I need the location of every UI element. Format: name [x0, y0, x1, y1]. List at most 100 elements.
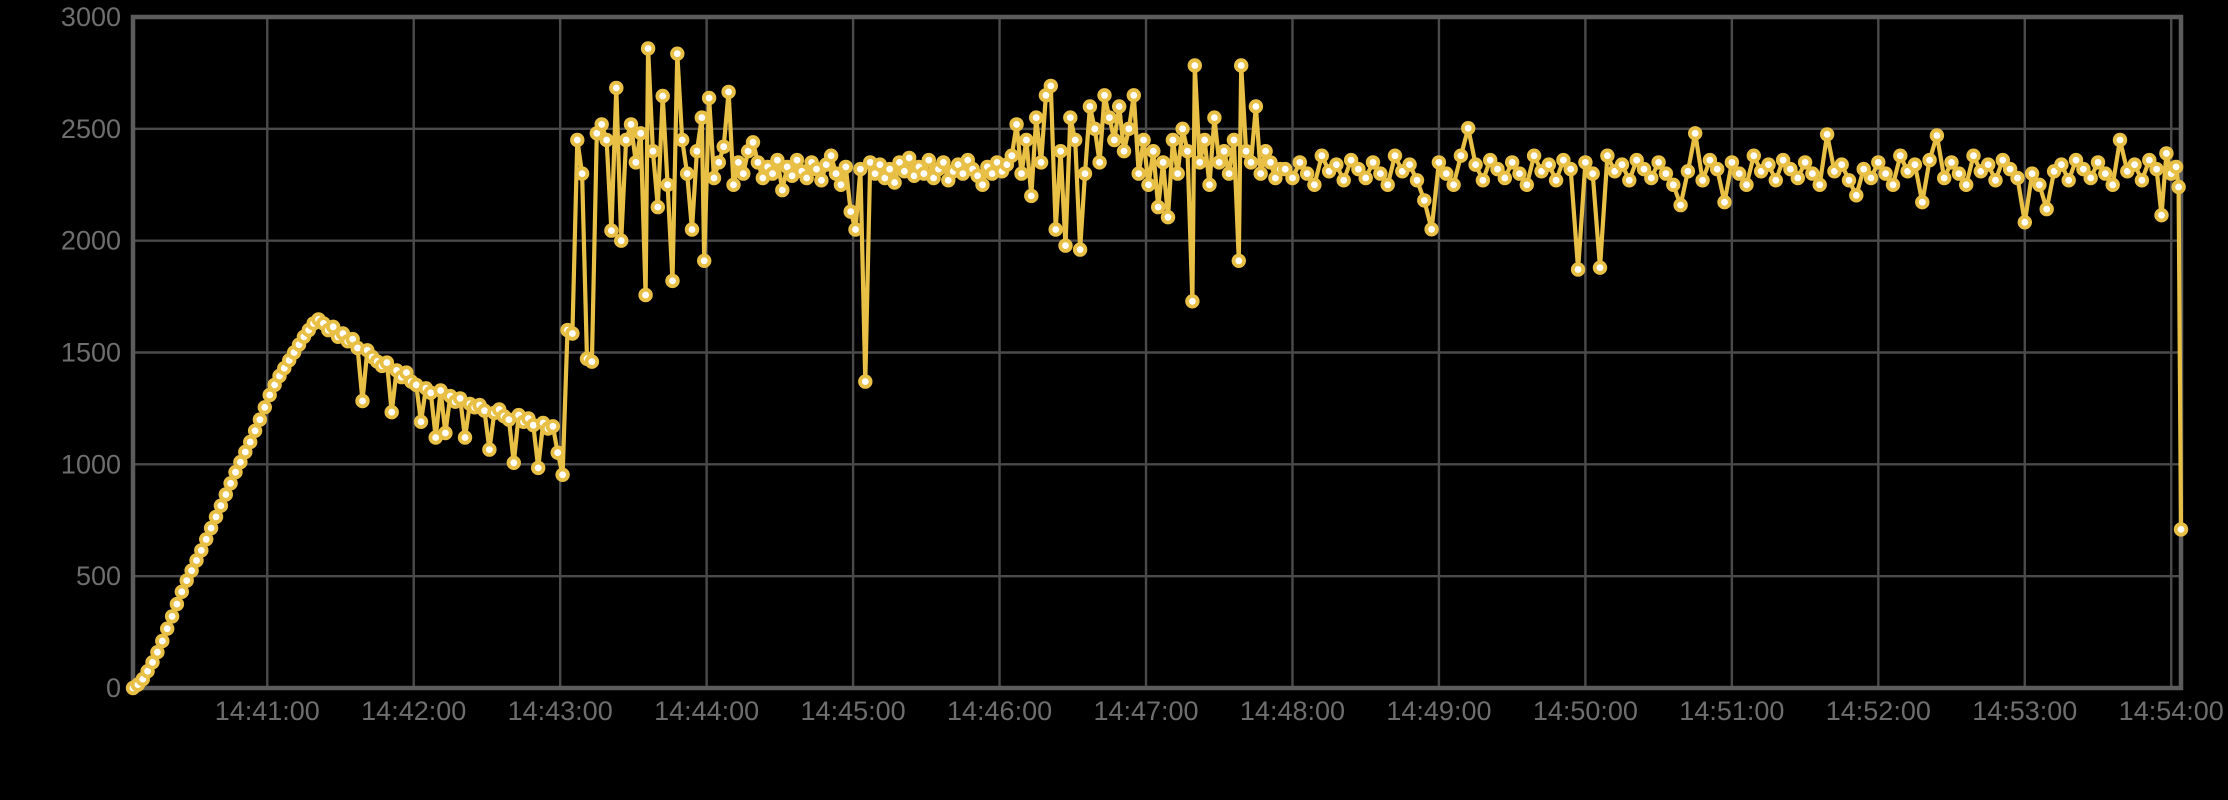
data-point-marker [770, 152, 785, 168]
data-point-marker [726, 177, 741, 193]
data-point-marker [1097, 88, 1112, 103]
data-point-marker [1556, 152, 1571, 168]
data-point-marker [1067, 132, 1083, 148]
data-point-marker [1380, 177, 1395, 193]
data-point-marker [1592, 260, 1608, 275]
data-point-marker [1402, 157, 1417, 172]
data-point-marker [1958, 177, 1974, 193]
x-tick-label: 14:49:00 [1386, 696, 1491, 726]
data-point-marker [628, 155, 644, 170]
data-point-marker [2105, 177, 2120, 193]
data-point-marker [745, 135, 761, 150]
x-tick-label: 14:45:00 [801, 696, 906, 726]
data-point-marker [921, 152, 937, 168]
data-point-marker [599, 132, 614, 148]
data-point-marker [1185, 294, 1200, 309]
data-point-marker [1783, 161, 1798, 177]
data-point-marker [623, 117, 639, 132]
data-point-marker [2024, 166, 2040, 181]
data-point-marker [1024, 188, 1039, 204]
data-point-marker [1211, 155, 1227, 170]
data-point-marker [2098, 166, 2113, 181]
data-point-marker [640, 41, 656, 56]
data-point-marker [799, 170, 814, 186]
data-point-marker [655, 88, 670, 104]
data-point-marker [1358, 170, 1373, 186]
data-point-marker [1622, 173, 1637, 188]
data-point-marker [506, 455, 522, 471]
x-tick-label: 14:47:00 [1093, 696, 1198, 726]
data-point-marker [2010, 170, 2025, 186]
data-point-marker [1871, 155, 1886, 170]
data-point-marker [1834, 157, 1849, 172]
data-point-marker [1243, 155, 1259, 170]
data-point-marker [936, 155, 951, 170]
data-point-marker [660, 177, 675, 193]
data-point-marker [1175, 121, 1190, 137]
data-point-marker [1636, 161, 1652, 177]
data-point-marker [1541, 157, 1557, 172]
data-point-marker [1238, 143, 1254, 159]
data-point-marker [1460, 120, 1476, 136]
data-point-marker [1053, 143, 1068, 159]
x-tick-label: 14:41:00 [215, 696, 320, 726]
data-point-marker [2112, 132, 2128, 148]
y-tick-label: 1000 [61, 449, 121, 479]
data-point-marker [1695, 173, 1710, 188]
data-point-marker [1150, 199, 1166, 215]
data-point-marker [1409, 173, 1425, 188]
data-point-marker [1111, 99, 1127, 114]
data-point-marker [457, 430, 473, 445]
data-point-marker [2159, 146, 2174, 161]
data-point-marker [1431, 155, 1447, 170]
data-point-marker [833, 177, 849, 193]
data-point-marker [843, 204, 858, 219]
data-point-marker [574, 166, 590, 181]
data-point-marker [555, 467, 570, 483]
data-point-marker [1131, 166, 1146, 181]
data-point-marker [1717, 194, 1732, 210]
data-point-marker [665, 273, 680, 289]
data-point-marker [1980, 157, 1996, 172]
data-point-marker [570, 132, 585, 148]
data-point-marker [1072, 242, 1088, 257]
data-point-marker [1019, 132, 1034, 148]
data-point-marker [1160, 209, 1176, 225]
data-point-marker [645, 143, 661, 159]
data-point-marker [882, 161, 897, 177]
data-point-marker [213, 498, 229, 513]
data-point-marker [1775, 152, 1791, 168]
data-point-marker [679, 166, 695, 181]
data-point-marker [1048, 222, 1063, 237]
data-point-marker [355, 393, 370, 409]
data-point-marker [1446, 177, 1461, 193]
data-point-marker [2083, 170, 2098, 186]
data-point-marker [1343, 152, 1359, 168]
data-point-marker [838, 159, 854, 175]
data-point-marker [975, 177, 990, 193]
data-point-marker [1033, 155, 1049, 170]
data-point-marker [633, 126, 648, 141]
data-point-marker [1468, 157, 1483, 172]
data-point-marker [2032, 177, 2047, 193]
data-point-marker [1102, 110, 1117, 125]
data-point-marker [194, 543, 209, 558]
x-tick-label: 14:52:00 [1826, 696, 1931, 726]
data-point-marker [1548, 173, 1564, 188]
data-point-marker [2054, 157, 2069, 172]
data-point-marker [1929, 128, 1945, 143]
data-point-marker [1856, 161, 1871, 177]
data-point-marker [2002, 161, 2018, 177]
data-point-marker [1202, 177, 1217, 193]
data-point-marker [1666, 177, 1681, 193]
data-point-marker [1439, 166, 1454, 181]
data-point-marker [413, 414, 429, 430]
data-point-marker [716, 139, 731, 154]
data-point-marker [482, 442, 497, 457]
y-tick-label: 1500 [61, 338, 121, 368]
data-point-marker [1915, 194, 1930, 210]
x-tick-label: 14:54:00 [2119, 696, 2224, 726]
data-point-marker [2168, 159, 2184, 175]
data-point-marker [223, 476, 238, 491]
